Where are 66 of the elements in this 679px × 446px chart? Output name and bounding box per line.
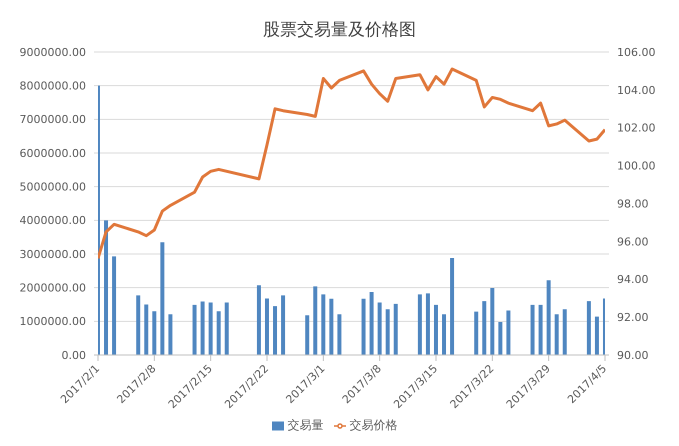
bar [160,242,164,355]
y-tick-label: 1000000.00 [20,315,86,328]
bar [370,292,374,355]
bar [329,298,334,355]
bar [337,314,342,355]
bar [224,302,229,355]
bar [152,311,156,355]
bar [313,286,318,355]
y-tick-label: 8000000.00 [20,80,86,93]
y-tick-label: 7000000.00 [20,113,86,126]
bar [192,304,197,355]
bar [256,285,261,355]
bar [538,304,543,355]
bar [305,315,310,355]
y2-tick-label: 104.00 [617,84,656,97]
bar [450,258,454,355]
bar [168,314,172,355]
bar [208,302,213,355]
bar [594,316,599,355]
y2-tick-label: 98.00 [617,197,648,210]
y2-tick-label: 100.00 [617,160,656,173]
line-series [98,68,605,260]
y2-tick-label: 106.00 [617,46,656,59]
bar [474,312,478,355]
bar [418,294,422,355]
y2-tick-label: 90.00 [617,348,648,362]
y-tick-label: 6000000.00 [20,146,86,160]
bar [546,280,551,355]
bar [490,288,494,355]
y-tick-label: 2000000.00 [20,282,86,295]
bar [554,314,559,355]
bar [506,310,510,355]
bar [530,304,535,355]
bar [482,301,486,355]
bar [498,322,502,355]
bar [394,304,398,355]
y-tick-label: 4000000.00 [20,214,86,228]
y2-tick-label: 92.00 [617,311,648,324]
bar [378,302,382,355]
bar [136,295,140,355]
bar [273,306,278,355]
y2-tick-label: 94.00 [617,273,648,286]
bar [104,220,108,355]
y-tick-label: 0.00 [62,348,86,362]
y-tick-label: 5000000.00 [20,180,86,194]
y2-tick-label: 96.00 [617,235,648,248]
bar [216,311,221,355]
bar [144,304,148,355]
bar [362,298,366,355]
bar [200,301,205,355]
bar [442,314,446,355]
bar [264,298,269,355]
bar [434,304,438,355]
legend-label: 交易价格 [350,418,398,432]
bar [112,256,116,355]
bar [426,293,430,355]
bar [281,295,286,355]
y-tick-label: 9000000.00 [20,46,86,59]
y-tick-label: 3000000.00 [20,248,86,261]
bar [386,309,390,355]
legend-label: 交易量 [288,418,324,432]
bar [586,301,591,355]
bar [321,294,326,355]
y2-tick-label: 102.00 [617,122,656,135]
chart-title: 股票交易量及价格图 [262,19,417,42]
bar [562,309,567,355]
